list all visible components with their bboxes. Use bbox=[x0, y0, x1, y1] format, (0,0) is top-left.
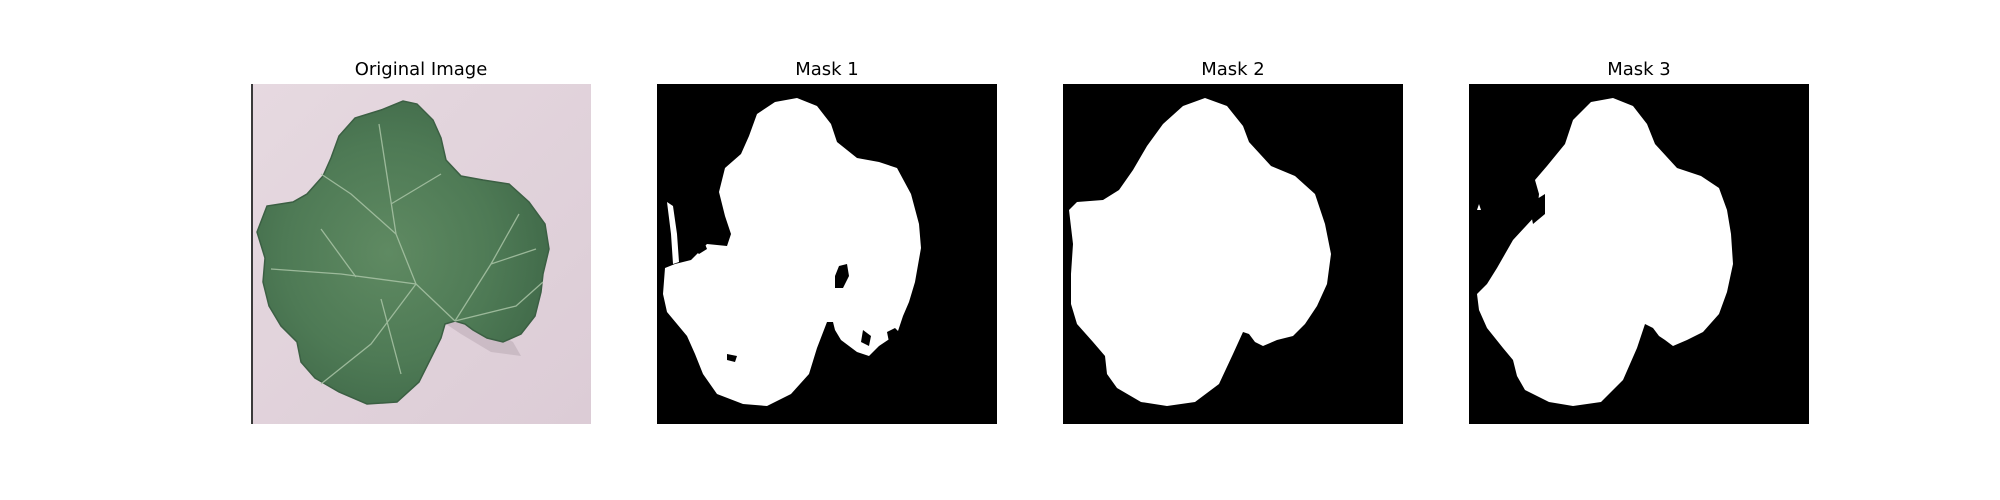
mask-2-image bbox=[1063, 84, 1403, 424]
original-leaf-image bbox=[251, 84, 591, 424]
panel-title-mask-1: Mask 1 bbox=[795, 59, 859, 80]
mask-3-panel: Mask 3 bbox=[1469, 0, 1809, 500]
mask-3-image bbox=[1469, 84, 1809, 424]
mask-1-panel: Mask 1 bbox=[657, 0, 997, 500]
panel-title-original-image: Original Image bbox=[354, 59, 488, 80]
panel-title-mask-3: Mask 3 bbox=[1607, 59, 1671, 80]
original-image-panel: Original Image bbox=[251, 0, 591, 500]
mask-2-panel: Mask 2 bbox=[1063, 0, 1403, 500]
mask-1-image bbox=[657, 84, 997, 424]
panel-title-mask-2: Mask 2 bbox=[1201, 59, 1265, 80]
